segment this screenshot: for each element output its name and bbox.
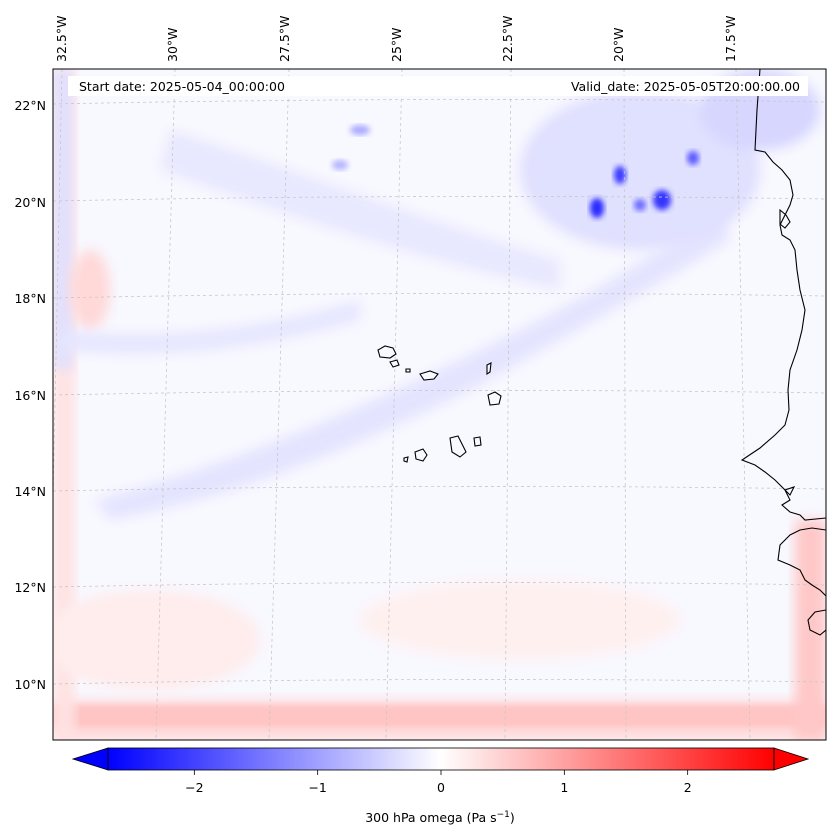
cabo-verde-islands	[377, 345, 502, 463]
blue-diagonal-band	[95, 210, 730, 520]
island-sao-vicente	[389, 359, 400, 368]
africa-coastline	[740, 69, 826, 521]
island-brava	[403, 456, 409, 463]
lon-label-20: 20°W	[611, 27, 626, 62]
strong-ascent-cell-4	[687, 151, 699, 165]
south-boundary-core	[53, 705, 826, 727]
southwest-pink-patch	[53, 590, 260, 690]
strong-ascent-cell-2	[614, 166, 626, 184]
lon-label-17-5: 17.5°W	[723, 16, 738, 62]
colorbar-tick-label: −2	[185, 780, 203, 795]
colorbar-tick-label: −1	[308, 780, 326, 795]
graticule-lon-30	[155, 69, 176, 740]
island-santa-luzia	[405, 368, 411, 373]
guinea-coastline	[777, 527, 826, 597]
graticule-lat-18	[53, 293, 826, 299]
gambia-inlet	[783, 486, 796, 496]
lat-label-22: 22°N	[14, 98, 46, 113]
coast-inlet	[779, 208, 791, 229]
map-panel: Start date: 2025-05-04_00:00:00 Valid_da…	[52, 68, 827, 741]
graticule-lon-22-5	[504, 69, 512, 740]
south-pink-patch	[360, 580, 680, 660]
colorbar-gradient	[108, 748, 774, 770]
island-sao-nicolau	[419, 370, 439, 381]
sierra-leone-coastline	[807, 609, 826, 636]
colorbar-title: 300 hPa omega (Pa s−1)	[365, 810, 515, 825]
island-maio	[473, 436, 482, 447]
west-blue-band	[53, 69, 73, 369]
graticule-lon-27-5	[268, 69, 290, 740]
colorbar-tick-label: 2	[684, 780, 692, 795]
island-santiago	[449, 435, 467, 458]
valid-date-text: Valid_date: 2025-05-05T20:00:00.00	[571, 79, 800, 94]
start-date-text: Start date: 2025-05-04_00:00:00	[79, 79, 285, 94]
northeast-blue-region	[520, 90, 760, 250]
colorbar-max-extend	[773, 747, 810, 771]
graticule-lat-14	[53, 486, 826, 492]
ascent-cell-7	[332, 160, 348, 170]
strong-ascent-cell-5	[634, 199, 646, 211]
colorbar-tick-label: 0	[437, 780, 445, 795]
lon-label-30: 30°W	[165, 27, 180, 62]
island-fogo	[414, 448, 428, 462]
colorbar-tick-label: 1	[560, 780, 568, 795]
lat-label-10: 10°N	[14, 677, 46, 692]
map-frame	[52, 68, 827, 741]
strong-ascent-cell-3	[653, 190, 671, 210]
lat-label-12: 12°N	[14, 580, 46, 595]
colorbar-min-extend	[71, 747, 109, 771]
lat-label-16: 16°N	[14, 388, 46, 403]
lat-label-14: 14°N	[14, 484, 46, 499]
lat-label-20: 20°N	[14, 195, 46, 210]
lon-label-22-5: 22.5°W	[500, 16, 515, 62]
lat-label-18: 18°N	[14, 291, 46, 306]
strong-ascent-cell-1	[590, 198, 604, 218]
graticule-lon-17-5	[735, 69, 751, 740]
graticule-lat-22	[53, 99, 826, 105]
graticule-lat-20	[53, 196, 826, 202]
west-red-patch	[70, 250, 110, 330]
island-sal	[486, 362, 492, 376]
coastlines	[740, 69, 826, 636]
graticule-lat-12	[53, 582, 826, 588]
ascent-cell-6	[350, 125, 370, 135]
island-boa-vista	[487, 391, 502, 406]
mid-blue-band	[60, 300, 360, 354]
north-blue-band	[160, 130, 560, 290]
island-santo-antao	[377, 345, 397, 359]
graticule-lon-20	[623, 69, 627, 740]
lon-label-25: 25°W	[389, 27, 404, 62]
graticule-lon-25	[385, 69, 403, 740]
graticule	[53, 69, 826, 740]
lon-label-32-5: 32.5°W	[54, 16, 69, 62]
header-box	[68, 76, 808, 96]
longitude-labels: 32.5°W 30°W 27.5°W 25°W 22.5°W 20°W 17.5…	[54, 16, 738, 62]
colorbar-ticks: −2 −1 0 1 2	[185, 770, 692, 795]
graticule-lat-16	[53, 390, 826, 396]
graticule-lat-10	[53, 679, 826, 685]
latitude-labels: 22°N 20°N 18°N 16°N 14°N 12°N 10°N	[14, 98, 46, 692]
lon-label-27-5: 27.5°W	[277, 16, 292, 62]
colorbar: −2 −1 0 1 2 300 hPa omega (Pa s−1)	[71, 747, 810, 825]
